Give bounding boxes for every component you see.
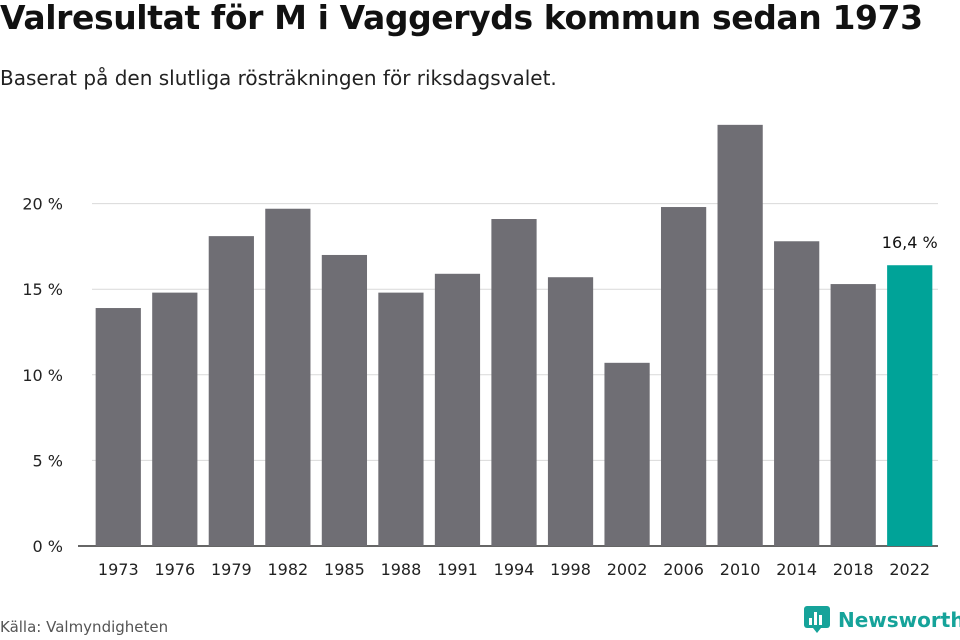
- bars: [95, 124, 933, 547]
- y-tick-label: 20 %: [22, 195, 63, 214]
- bar-1985: [321, 254, 368, 546]
- data-label-2022: 16,4 %: [882, 233, 938, 252]
- x-tick-label: 1991: [437, 560, 478, 579]
- bar-2018: [830, 284, 876, 546]
- x-tick-label: 2002: [607, 560, 648, 579]
- x-tick-label: 2022: [889, 560, 930, 579]
- bar-2010: [717, 124, 763, 547]
- chart-subtitle: Baserat på den slutliga rösträkningen fö…: [0, 66, 557, 90]
- x-tick-label: 1976: [154, 560, 195, 579]
- bar-2022: [887, 265, 933, 546]
- x-tick-label: 2014: [776, 560, 817, 579]
- bar-1979: [208, 236, 254, 547]
- x-tick-label: 2018: [833, 560, 874, 579]
- bar-2014: [774, 241, 820, 547]
- y-tick-label: 15 %: [22, 280, 63, 299]
- x-tick-label: 1979: [211, 560, 252, 579]
- x-axis-tick-labels: 1973 1976 1979 1982 1985 1988 1991 1994 1998 2002…: [98, 560, 930, 579]
- bar-1994: [491, 219, 537, 546]
- bar-2006: [660, 207, 707, 547]
- brand-name: Newsworthy: [838, 608, 960, 632]
- bar-1991: [434, 273, 481, 546]
- chart-title: Valresultat för M i Vaggeryds kommun sed…: [0, 0, 923, 37]
- bar-1976: [152, 292, 198, 546]
- y-axis-tick-labels: 0 % 5 % 10 % 15 % 20 %: [22, 195, 63, 556]
- x-tick-label: 1988: [381, 560, 422, 579]
- bar-1973: [95, 308, 141, 546]
- y-tick-label: 0 %: [33, 537, 63, 556]
- bar-chart: 0 %5 %10 %15 %20 % 1973 1976 1979 1982 1985 1…: [22, 124, 938, 579]
- source-note: Källa: Valmyndigheten: [0, 618, 169, 636]
- x-tick-label: 1982: [268, 560, 309, 579]
- brand: Newsworthy: [804, 606, 960, 634]
- x-tick-label: 1998: [550, 560, 591, 579]
- y-tick-label: 10 %: [22, 366, 63, 385]
- x-tick-label: 2006: [663, 560, 704, 579]
- x-tick-label: 1973: [98, 560, 139, 579]
- x-tick-label: 1985: [324, 560, 365, 579]
- x-tick-label: 2010: [720, 560, 761, 579]
- bar-1982: [265, 208, 311, 546]
- data-labels: 16,4 %: [882, 233, 938, 252]
- bar-1988: [378, 292, 424, 546]
- y-tick-label: 5 %: [33, 451, 63, 470]
- x-tick-label: 1994: [494, 560, 535, 579]
- bar-2002: [604, 362, 650, 546]
- newsworthy-logo-icon: [804, 606, 830, 633]
- bar-1998: [547, 277, 594, 546]
